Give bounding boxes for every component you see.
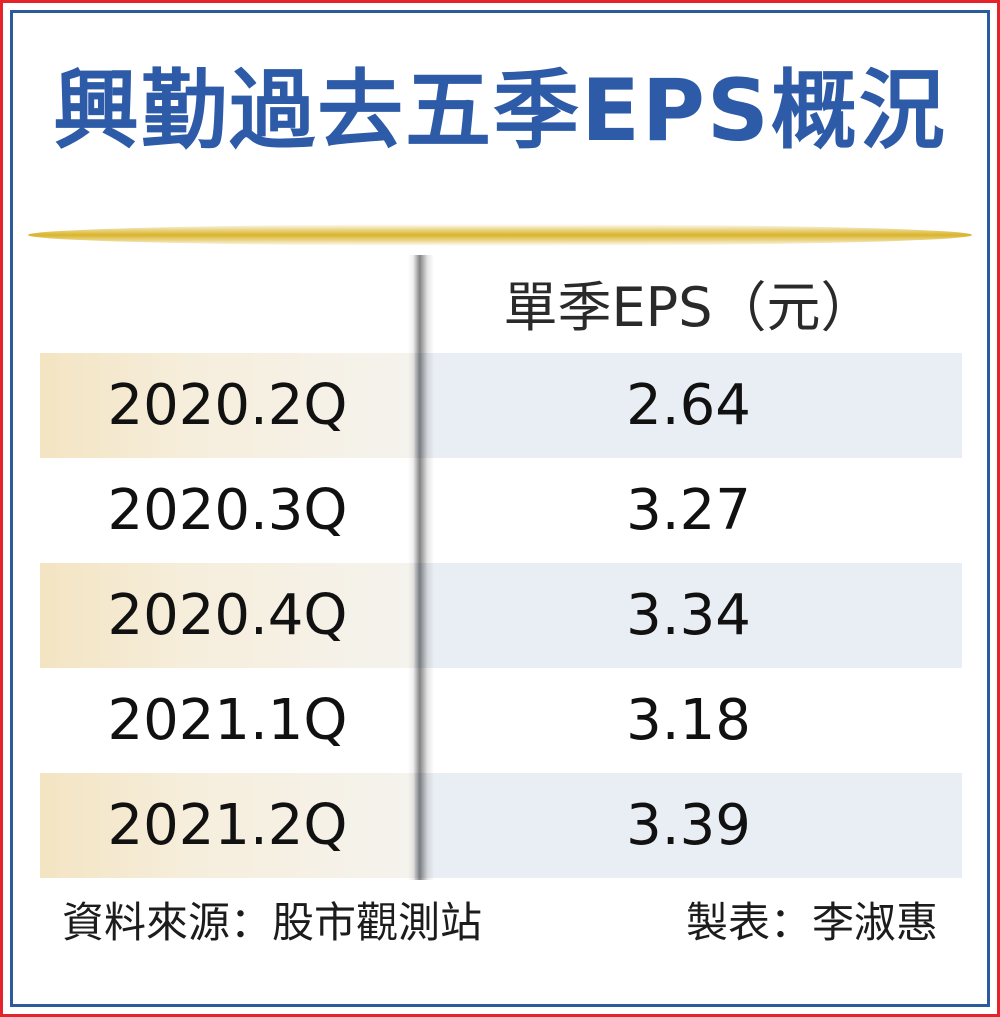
author-credit: 製表：李淑惠 <box>685 898 938 947</box>
row-value: 2.64 <box>415 353 962 458</box>
chart-title: 興勤過去五季EPS概況 <box>53 61 947 161</box>
row-label: 2020.3Q <box>107 478 348 543</box>
row-value: 3.34 <box>415 563 962 668</box>
row-label: 2020.4Q <box>40 563 415 668</box>
table-row: 2020.2Q 2.64 <box>40 353 962 458</box>
source-note: 資料來源：股市觀測站 <box>62 898 483 947</box>
row-label: 2021.1Q <box>107 688 348 753</box>
title-divider <box>28 224 972 246</box>
column-header-eps: 單季EPS（元） <box>503 276 875 339</box>
row-label: 2021.2Q <box>40 773 415 878</box>
row-value: 3.39 <box>415 773 962 878</box>
table-row: 2021.1Q 3.18 <box>40 668 962 773</box>
table-row: 2020.3Q 3.27 <box>40 458 962 563</box>
row-value: 3.27 <box>626 478 751 543</box>
table-row: 2020.4Q 3.34 <box>40 563 962 668</box>
table-row: 2021.2Q 3.39 <box>40 773 962 878</box>
row-label: 2020.2Q <box>40 353 415 458</box>
row-value: 3.18 <box>626 688 751 753</box>
